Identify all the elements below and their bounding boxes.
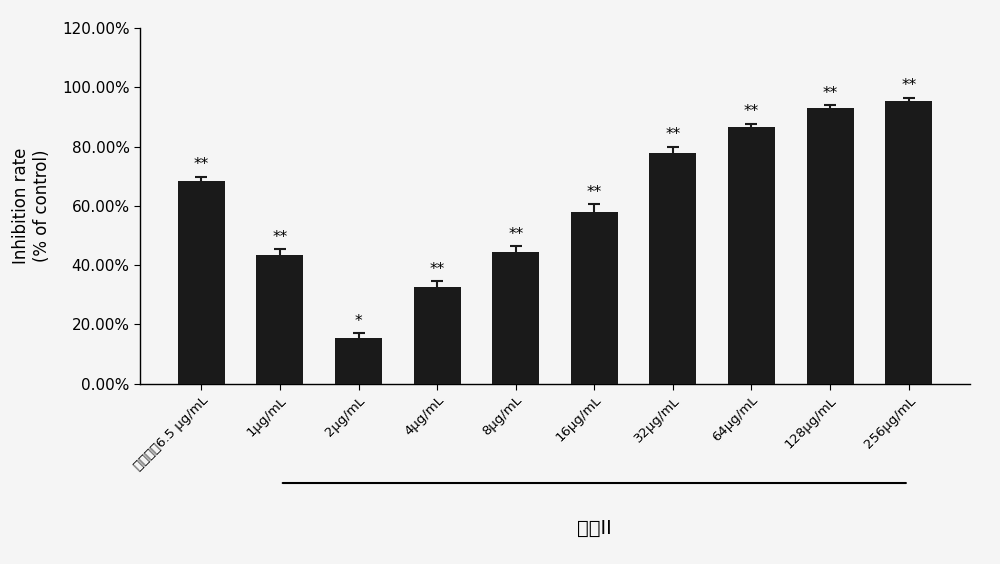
Bar <box>414 287 461 384</box>
Bar <box>178 181 225 384</box>
Bar <box>256 255 303 384</box>
Text: **: ** <box>508 227 523 242</box>
Bar <box>492 252 539 384</box>
Text: **: ** <box>822 86 838 101</box>
Text: 多肽II: 多肽II <box>577 518 612 537</box>
Text: **: ** <box>429 262 445 277</box>
Bar <box>649 153 696 384</box>
Text: **: ** <box>194 157 209 173</box>
Text: **: ** <box>901 78 916 93</box>
Text: **: ** <box>744 104 759 120</box>
Bar <box>885 101 932 384</box>
Bar <box>335 338 382 384</box>
Text: **: ** <box>272 230 288 245</box>
Text: **: ** <box>665 127 681 142</box>
Text: *: * <box>355 314 362 329</box>
Bar <box>571 212 618 384</box>
Bar <box>728 127 775 384</box>
Y-axis label: Inhibition rate
(% of control): Inhibition rate (% of control) <box>12 148 51 264</box>
Bar <box>807 108 854 384</box>
Text: **: ** <box>587 185 602 200</box>
